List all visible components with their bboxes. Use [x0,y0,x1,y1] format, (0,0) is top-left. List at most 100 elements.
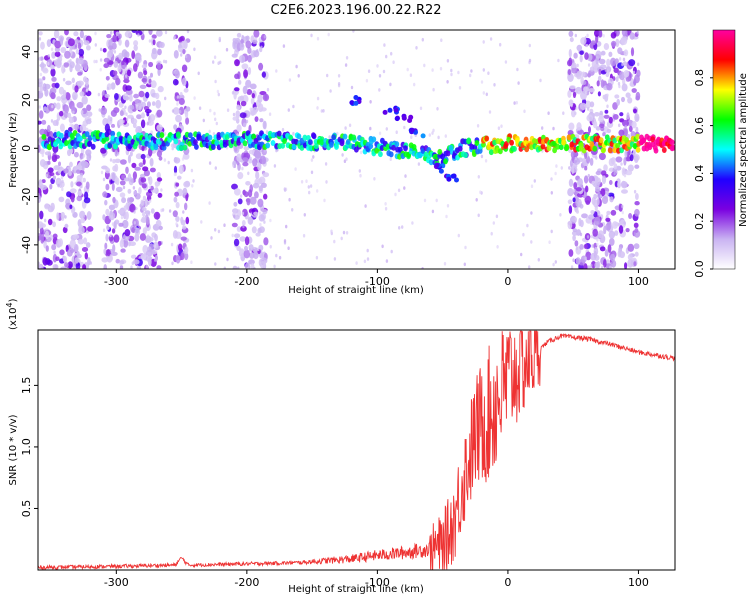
background-speckle [515,100,518,105]
background-speckle [237,266,240,269]
noise-speckle [77,190,83,196]
noise-speckle [70,181,74,188]
background-speckle [367,69,371,73]
noise-speckle [104,123,110,133]
ridge-mark [178,145,184,152]
y-tick-label: 1.5 [20,377,33,395]
noise-speckle [142,244,148,254]
ridge-mark [466,137,472,144]
background-speckle [268,112,272,116]
background-speckle [134,225,137,230]
noise-speckle [133,44,138,52]
colorbar-gradient [712,29,736,270]
background-speckle [285,224,288,229]
background-speckle [171,109,175,113]
noise-speckle [111,123,115,128]
background-speckle [41,153,44,157]
spectrogram-y-ticks: -40 -20 0 20 40 [20,45,38,254]
background-speckle [179,109,182,114]
ridge-mark [484,135,490,142]
ridge-mark [253,137,259,144]
snr-y-label: SNR (10 * v/v) [8,414,19,485]
ridge-mark [308,145,314,152]
noise-speckle [258,176,266,185]
noise-speckle [173,196,178,203]
background-speckle [288,78,292,82]
background-speckle [513,101,516,105]
background-speckle [552,126,555,131]
background-speckle [324,162,328,166]
background-speckle [517,81,520,85]
ridge-mark [210,144,216,150]
snr-series-line [38,330,675,570]
noise-speckle [595,126,601,131]
noise-speckle [627,243,635,252]
noise-speckle [623,70,630,78]
background-speckle [537,258,540,262]
noise-speckle [236,226,242,232]
noise-speckle [262,172,270,178]
noise-speckle [589,101,595,108]
background-speckle [550,191,553,195]
noise-speckle [245,40,252,49]
noise-speckle [251,93,255,99]
noise-speckle [155,30,163,37]
streak-mark [401,115,407,121]
background-speckle [348,123,352,128]
noise-speckle [181,77,187,86]
noise-speckle [112,70,118,76]
ridge-mark [612,137,618,144]
ridge-mark [308,139,313,146]
background-speckle [315,255,319,260]
noise-speckle [117,64,122,73]
background-speckle [113,50,117,54]
background-speckle [200,220,203,224]
noise-speckle [634,164,640,169]
background-speckle [288,197,291,202]
background-speckle [385,259,389,263]
noise-speckle [67,261,73,269]
noise-speckle [634,74,640,84]
background-speckle [458,86,462,90]
background-speckle [337,82,341,86]
background-speckle [241,43,244,48]
background-speckle [292,104,295,109]
noise-speckle [132,171,137,180]
ridge-mark [265,142,271,149]
background-speckle [322,109,325,113]
noise-speckle [177,175,182,180]
noise-speckle [175,201,180,209]
ridge-mark [635,146,641,153]
noise-speckle [568,57,573,66]
noise-speckle [567,220,573,230]
noise-speckle [248,149,256,155]
background-speckle [310,33,313,38]
noise-speckle [138,162,144,168]
background-speckle [523,109,526,114]
noise-speckle [44,230,50,240]
x-tick-label: 0 [504,576,511,589]
background-speckle [403,186,406,190]
noise-speckle [146,249,153,257]
background-speckle [275,69,278,73]
noise-speckle [86,104,92,112]
noise-speckle [114,158,121,163]
background-speckle [131,261,134,266]
background-speckle [590,263,593,268]
noise-speckle [110,251,118,256]
noise-speckle [634,251,639,257]
noise-speckle [598,30,603,38]
background-speckle [60,175,64,180]
background-speckle [359,173,362,178]
noise-speckle [184,246,189,255]
noise-speckle [104,199,108,206]
noise-speckle [106,249,111,257]
background-speckle [241,211,244,216]
noise-speckle [602,132,606,137]
ridge-mark [242,140,248,147]
noise-speckle [39,210,44,220]
background-speckle [562,111,565,115]
background-speckle [160,208,163,213]
background-speckle [575,106,578,111]
